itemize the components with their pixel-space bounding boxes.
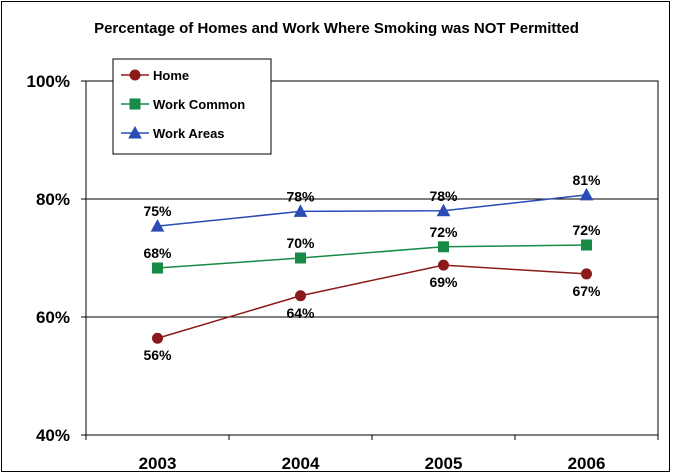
data-label-work-common: 72% bbox=[429, 224, 458, 240]
data-point-home bbox=[581, 268, 592, 280]
data-point-home bbox=[152, 332, 163, 344]
x-tick-label: 2004 bbox=[282, 454, 320, 473]
data-point-work-common bbox=[152, 262, 163, 274]
x-tick-label: 2003 bbox=[139, 454, 177, 473]
legend-marker-home bbox=[129, 69, 141, 81]
legend-marker-work-areas bbox=[128, 125, 142, 139]
data-point-work-common bbox=[295, 252, 306, 264]
series-line-work-areas bbox=[157, 194, 587, 227]
series-line-home bbox=[157, 264, 587, 339]
legend-label-work-areas: Work Areas bbox=[153, 126, 225, 141]
x-tick-label: 2006 bbox=[568, 454, 606, 473]
data-label-home: 56% bbox=[143, 347, 172, 363]
y-tick-label: 100% bbox=[27, 72, 70, 91]
data-label-work-common: 72% bbox=[572, 222, 601, 238]
data-point-work-areas bbox=[150, 219, 165, 232]
legend-label-work-common: Work Common bbox=[153, 97, 245, 112]
x-tick-label: 2005 bbox=[425, 454, 463, 473]
y-tick-label: 60% bbox=[36, 308, 70, 327]
data-label-work-areas: 78% bbox=[429, 188, 458, 204]
legend-marker-work-common bbox=[129, 98, 141, 110]
data-label-work-common: 68% bbox=[143, 245, 172, 261]
y-tick-label: 40% bbox=[36, 426, 70, 445]
data-point-home bbox=[438, 259, 449, 271]
data-point-work-common bbox=[438, 241, 449, 253]
data-label-work-common: 70% bbox=[286, 235, 315, 251]
data-label-home: 64% bbox=[286, 305, 315, 321]
data-label-home: 69% bbox=[429, 274, 458, 290]
data-point-work-areas bbox=[436, 203, 451, 217]
data-label-work-areas: 75% bbox=[143, 203, 172, 219]
chart-title: Percentage of Homes and Work Where Smoki… bbox=[94, 20, 579, 37]
series-line-work-common bbox=[157, 244, 587, 269]
data-point-work-areas bbox=[293, 204, 308, 217]
data-label-home: 67% bbox=[572, 283, 601, 299]
data-point-work-common bbox=[581, 239, 592, 251]
legend-label-home: Home bbox=[153, 68, 189, 83]
data-label-work-areas: 78% bbox=[286, 188, 315, 204]
data-point-home bbox=[295, 290, 306, 302]
data-label-work-areas: 81% bbox=[572, 172, 601, 188]
data-point-work-areas bbox=[579, 187, 594, 201]
y-tick-label: 80% bbox=[36, 190, 70, 209]
